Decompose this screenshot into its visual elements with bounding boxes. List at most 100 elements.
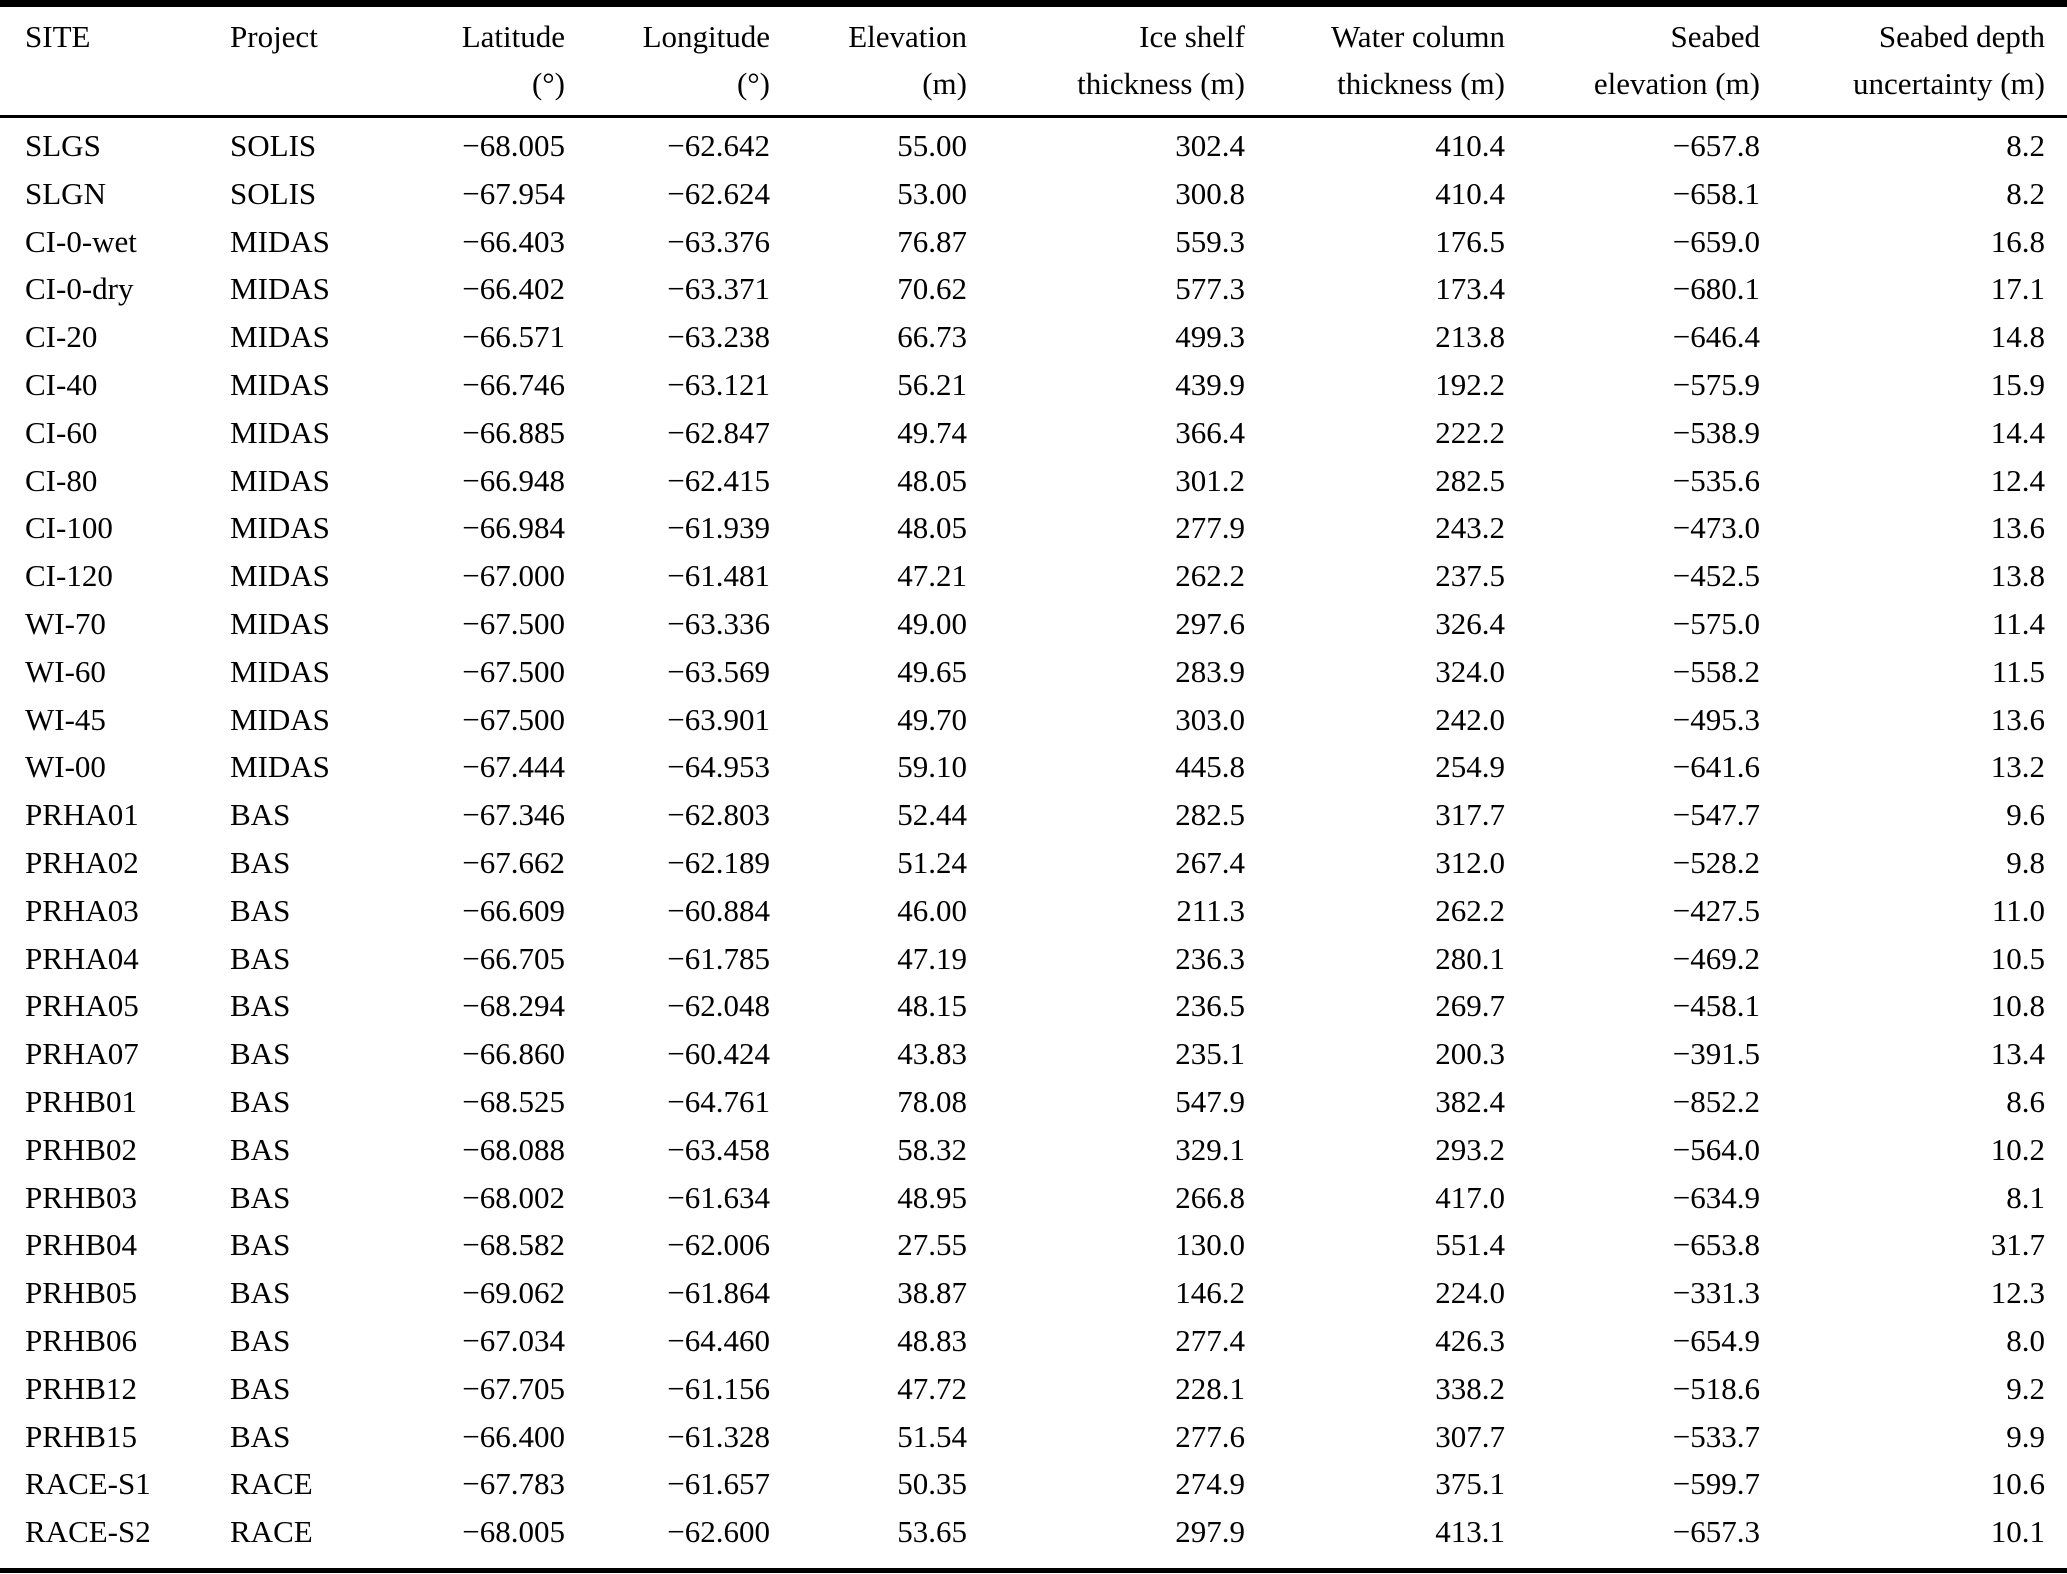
cell-elevation: 47.19 bbox=[897, 940, 967, 976]
cell-seabed-depth-uncertainty: 10.1 bbox=[1990, 1514, 2045, 1550]
cell-water-column-thickness: 426.3 bbox=[1435, 1322, 1505, 1358]
cell-latitude: −67.783 bbox=[462, 1466, 565, 1502]
cell-water-column-thickness: 382.4 bbox=[1435, 1083, 1505, 1119]
cell-project: MIDAS bbox=[230, 366, 330, 402]
cell-seabed-depth-uncertainty: 10.8 bbox=[1990, 988, 2045, 1024]
cell-water-column-thickness: 375.1 bbox=[1435, 1466, 1505, 1502]
cell-water-column-thickness: 282.5 bbox=[1435, 462, 1505, 498]
cell-latitude: −66.948 bbox=[462, 462, 565, 498]
cell-longitude: −62.189 bbox=[667, 844, 770, 880]
cell-elevation: 48.83 bbox=[897, 1322, 967, 1358]
cell-seabed-depth-uncertainty: 11.4 bbox=[1991, 605, 2045, 641]
cell-ice-shelf-thickness: 445.8 bbox=[1175, 749, 1245, 785]
cell-longitude: −64.460 bbox=[667, 1322, 770, 1358]
cell-longitude: −63.371 bbox=[667, 271, 770, 307]
cell-seabed-elevation: −657.3 bbox=[1672, 1514, 1760, 1550]
column-header-line1: Latitude bbox=[461, 19, 565, 54]
column-header-line2: thickness (m) bbox=[1077, 66, 1245, 101]
cell-ice-shelf-thickness: 297.6 bbox=[1175, 605, 1245, 641]
cell-project: BAS bbox=[230, 844, 291, 880]
cell-site: CI-100 bbox=[25, 510, 113, 546]
cell-longitude: −61.328 bbox=[667, 1418, 770, 1454]
cell-ice-shelf-thickness: 329.1 bbox=[1175, 1131, 1245, 1167]
cell-project: BAS bbox=[230, 988, 291, 1024]
cell-latitude: −66.746 bbox=[462, 366, 565, 402]
cell-project: MIDAS bbox=[230, 653, 330, 689]
cell-elevation: 38.87 bbox=[897, 1275, 967, 1311]
cell-site: RACE-S1 bbox=[25, 1466, 151, 1502]
column-header-project: Project bbox=[230, 3, 420, 118]
cell-site: PRHB12 bbox=[25, 1370, 137, 1406]
cell-site: WI-70 bbox=[25, 605, 106, 641]
cell-site: WI-00 bbox=[25, 749, 106, 785]
cell-project: BAS bbox=[230, 892, 291, 928]
table-row: CI-60 MIDAS −66.885 −62.847 49.74 366.4 222.2 −… bbox=[0, 409, 2067, 457]
cell-site: CI-0-wet bbox=[25, 223, 137, 259]
column-header-line1: Ice shelf bbox=[1139, 19, 1245, 54]
table-row: PRHA03 BAS −66.609 −60.884 46.00 211.3 262.2 −4… bbox=[0, 887, 2067, 935]
cell-latitude: −67.500 bbox=[462, 701, 565, 737]
cell-latitude: −66.860 bbox=[462, 1036, 565, 1072]
cell-longitude: −60.424 bbox=[667, 1036, 770, 1072]
table-row: PRHB05 BAS −69.062 −61.864 38.87 146.2 224.0 −3… bbox=[0, 1269, 2067, 1317]
cell-ice-shelf-thickness: 303.0 bbox=[1175, 701, 1245, 737]
cell-site: PRHB04 bbox=[25, 1227, 137, 1263]
column-header-line1: Longitude bbox=[642, 19, 770, 54]
cell-longitude: −63.901 bbox=[667, 701, 770, 737]
table-row: PRHA04 BAS −66.705 −61.785 47.19 236.3 280.1 −4… bbox=[0, 935, 2067, 983]
cell-project: SOLIS bbox=[230, 128, 317, 163]
cell-longitude: −62.803 bbox=[667, 797, 770, 833]
cell-seabed-elevation: −641.6 bbox=[1672, 749, 1760, 785]
cell-latitude: −69.062 bbox=[462, 1275, 565, 1311]
column-header-seabed-elevation: Seabed elevation (m) bbox=[1505, 3, 1760, 118]
cell-site: PRHA03 bbox=[25, 892, 139, 928]
cell-seabed-depth-uncertainty: 13.6 bbox=[1990, 701, 2045, 737]
cell-seabed-depth-uncertainty: 10.6 bbox=[1990, 1466, 2045, 1502]
cell-latitude: −68.088 bbox=[462, 1131, 565, 1167]
cell-water-column-thickness: 176.5 bbox=[1435, 223, 1505, 259]
cell-site: CI-0-dry bbox=[25, 271, 134, 307]
cell-seabed-depth-uncertainty: 10.2 bbox=[1990, 1131, 2045, 1167]
cell-longitude: −64.761 bbox=[667, 1083, 770, 1119]
cell-latitude: −66.885 bbox=[462, 414, 565, 450]
cell-seabed-elevation: −653.8 bbox=[1672, 1227, 1760, 1263]
cell-elevation: 47.72 bbox=[897, 1370, 967, 1406]
cell-seabed-elevation: −391.5 bbox=[1672, 1036, 1760, 1072]
table-row: SLGN SOLIS −67.954 −62.624 53.00 300.8 410.4 −6… bbox=[0, 170, 2067, 218]
cell-longitude: −63.121 bbox=[667, 366, 770, 402]
cell-water-column-thickness: 213.8 bbox=[1435, 319, 1505, 355]
table-row: PRHB15 BAS −66.400 −61.328 51.54 277.6 307.7 −5… bbox=[0, 1413, 2067, 1461]
cell-water-column-thickness: 413.1 bbox=[1435, 1514, 1505, 1550]
table-row: PRHB12 BAS −67.705 −61.156 47.72 228.1 338.2 −5… bbox=[0, 1365, 2067, 1413]
cell-site: PRHB06 bbox=[25, 1322, 137, 1358]
cell-seabed-elevation: −469.2 bbox=[1672, 940, 1760, 976]
cell-seabed-elevation: −452.5 bbox=[1672, 558, 1760, 594]
column-header-line1: Seabed depth bbox=[1878, 19, 2045, 54]
cell-seabed-depth-uncertainty: 9.2 bbox=[2006, 1370, 2045, 1406]
column-header-line1: Elevation bbox=[848, 19, 967, 54]
cell-longitude: −61.657 bbox=[667, 1466, 770, 1502]
cell-elevation: 50.35 bbox=[897, 1466, 967, 1502]
cell-seabed-elevation: −575.0 bbox=[1672, 605, 1760, 641]
cell-site: SLGS bbox=[25, 128, 101, 163]
cell-seabed-depth-uncertainty: 17.1 bbox=[1990, 271, 2045, 307]
cell-longitude: −62.624 bbox=[667, 175, 770, 211]
column-header-line2: (°) bbox=[736, 66, 770, 101]
cell-project: RACE bbox=[230, 1466, 313, 1502]
cell-latitude: −68.294 bbox=[462, 988, 565, 1024]
cell-project: MIDAS bbox=[230, 558, 330, 594]
cell-water-column-thickness: 269.7 bbox=[1435, 988, 1505, 1024]
cell-project: MIDAS bbox=[230, 605, 330, 641]
cell-site: SLGN bbox=[25, 175, 106, 211]
table-row: CI-40 MIDAS −66.746 −63.121 56.21 439.9 192.2 −… bbox=[0, 361, 2067, 409]
cell-ice-shelf-thickness: 266.8 bbox=[1175, 1179, 1245, 1215]
cell-elevation: 48.05 bbox=[897, 510, 967, 546]
cell-latitude: −66.403 bbox=[462, 223, 565, 259]
cell-project: BAS bbox=[230, 1083, 291, 1119]
cell-elevation: 76.87 bbox=[897, 223, 967, 259]
cell-seabed-depth-uncertainty: 13.8 bbox=[1990, 558, 2045, 594]
cell-project: BAS bbox=[230, 1370, 291, 1406]
cell-seabed-elevation: −331.3 bbox=[1672, 1275, 1760, 1311]
cell-latitude: −67.346 bbox=[462, 797, 565, 833]
cell-water-column-thickness: 293.2 bbox=[1435, 1131, 1505, 1167]
